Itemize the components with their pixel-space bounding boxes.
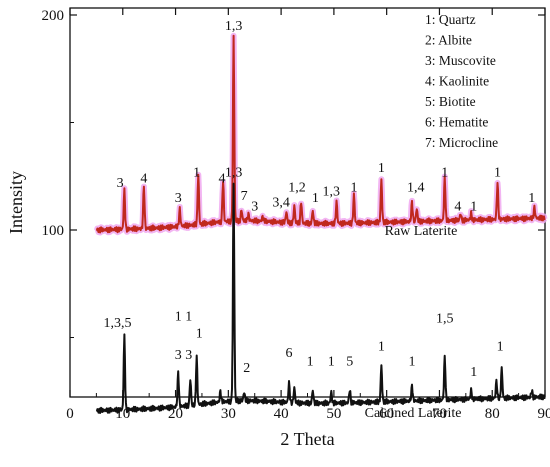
- legend-entry: 4: Kaolinite: [425, 74, 489, 89]
- peak-label: 3: [185, 348, 192, 363]
- peak-label: 3: [175, 191, 182, 206]
- peak-label: 7: [241, 189, 248, 204]
- peak-label: 1: [193, 165, 200, 180]
- x-tick-label: 50: [326, 406, 341, 422]
- peak-label: 1: [307, 354, 314, 369]
- peak-label: 3: [251, 200, 258, 215]
- peak-label: 1,3: [323, 185, 341, 200]
- peak-label: 1: [378, 161, 385, 176]
- peak-label: 1: [409, 354, 416, 369]
- series-label: Calcined Laterite: [365, 406, 462, 421]
- peak-label: 4: [140, 172, 147, 187]
- legend-entry: 1: Quartz: [425, 12, 476, 27]
- peak-label: 1: [175, 309, 182, 324]
- peak-label: 1: [312, 191, 319, 206]
- legend-entry: 6: Hematite: [425, 115, 488, 130]
- peak-label: 1,2: [288, 180, 306, 195]
- peak-label: 1,3: [225, 19, 243, 34]
- peak-label: 3,4: [272, 195, 290, 210]
- y-tick-label: 100: [42, 223, 65, 239]
- peak-label: 3: [175, 348, 182, 363]
- peak-label: 1,4: [407, 180, 425, 195]
- x-tick-label: 40: [274, 406, 289, 422]
- x-axis-label: 2 Theta: [280, 429, 334, 449]
- x-tick-label: 30: [221, 406, 236, 422]
- y-tick-label: 200: [42, 8, 65, 24]
- peak-label: 1: [378, 339, 385, 354]
- peak-label: 1: [497, 339, 504, 354]
- peak-label: 4: [454, 200, 461, 215]
- peak-label: 1: [185, 309, 192, 324]
- peak-label: 1: [494, 165, 501, 180]
- peak-label: 1: [350, 180, 357, 195]
- legend-entry: 5: Biotite: [425, 94, 476, 109]
- legend-entry: 7: Microcline: [425, 135, 498, 150]
- x-tick-label: 80: [485, 406, 500, 422]
- peak-label: 1: [528, 191, 535, 206]
- peak-label: 5: [346, 354, 353, 369]
- peak-label: 1: [470, 365, 477, 380]
- peak-label: 1: [441, 165, 448, 180]
- peak-label: 2: [243, 361, 250, 376]
- series-label: Raw Laterite: [385, 224, 458, 239]
- peak-label: 1,3,5: [104, 316, 132, 331]
- peak-label: 3: [117, 176, 124, 191]
- peak-label: 1,3: [225, 165, 243, 180]
- legend-entry: 2: Albite: [425, 33, 472, 48]
- legend-entry: 3: Muscovite: [425, 53, 496, 68]
- peak-label: 1: [470, 200, 477, 215]
- x-tick-label: 0: [66, 406, 74, 422]
- peak-label: 1: [196, 327, 203, 342]
- x-tick-label: 90: [538, 406, 550, 422]
- peak-label: 6: [286, 346, 293, 361]
- y-axis-label: Intensity: [6, 171, 26, 234]
- peak-label: 1,5: [436, 311, 454, 326]
- peak-label: 1: [328, 354, 335, 369]
